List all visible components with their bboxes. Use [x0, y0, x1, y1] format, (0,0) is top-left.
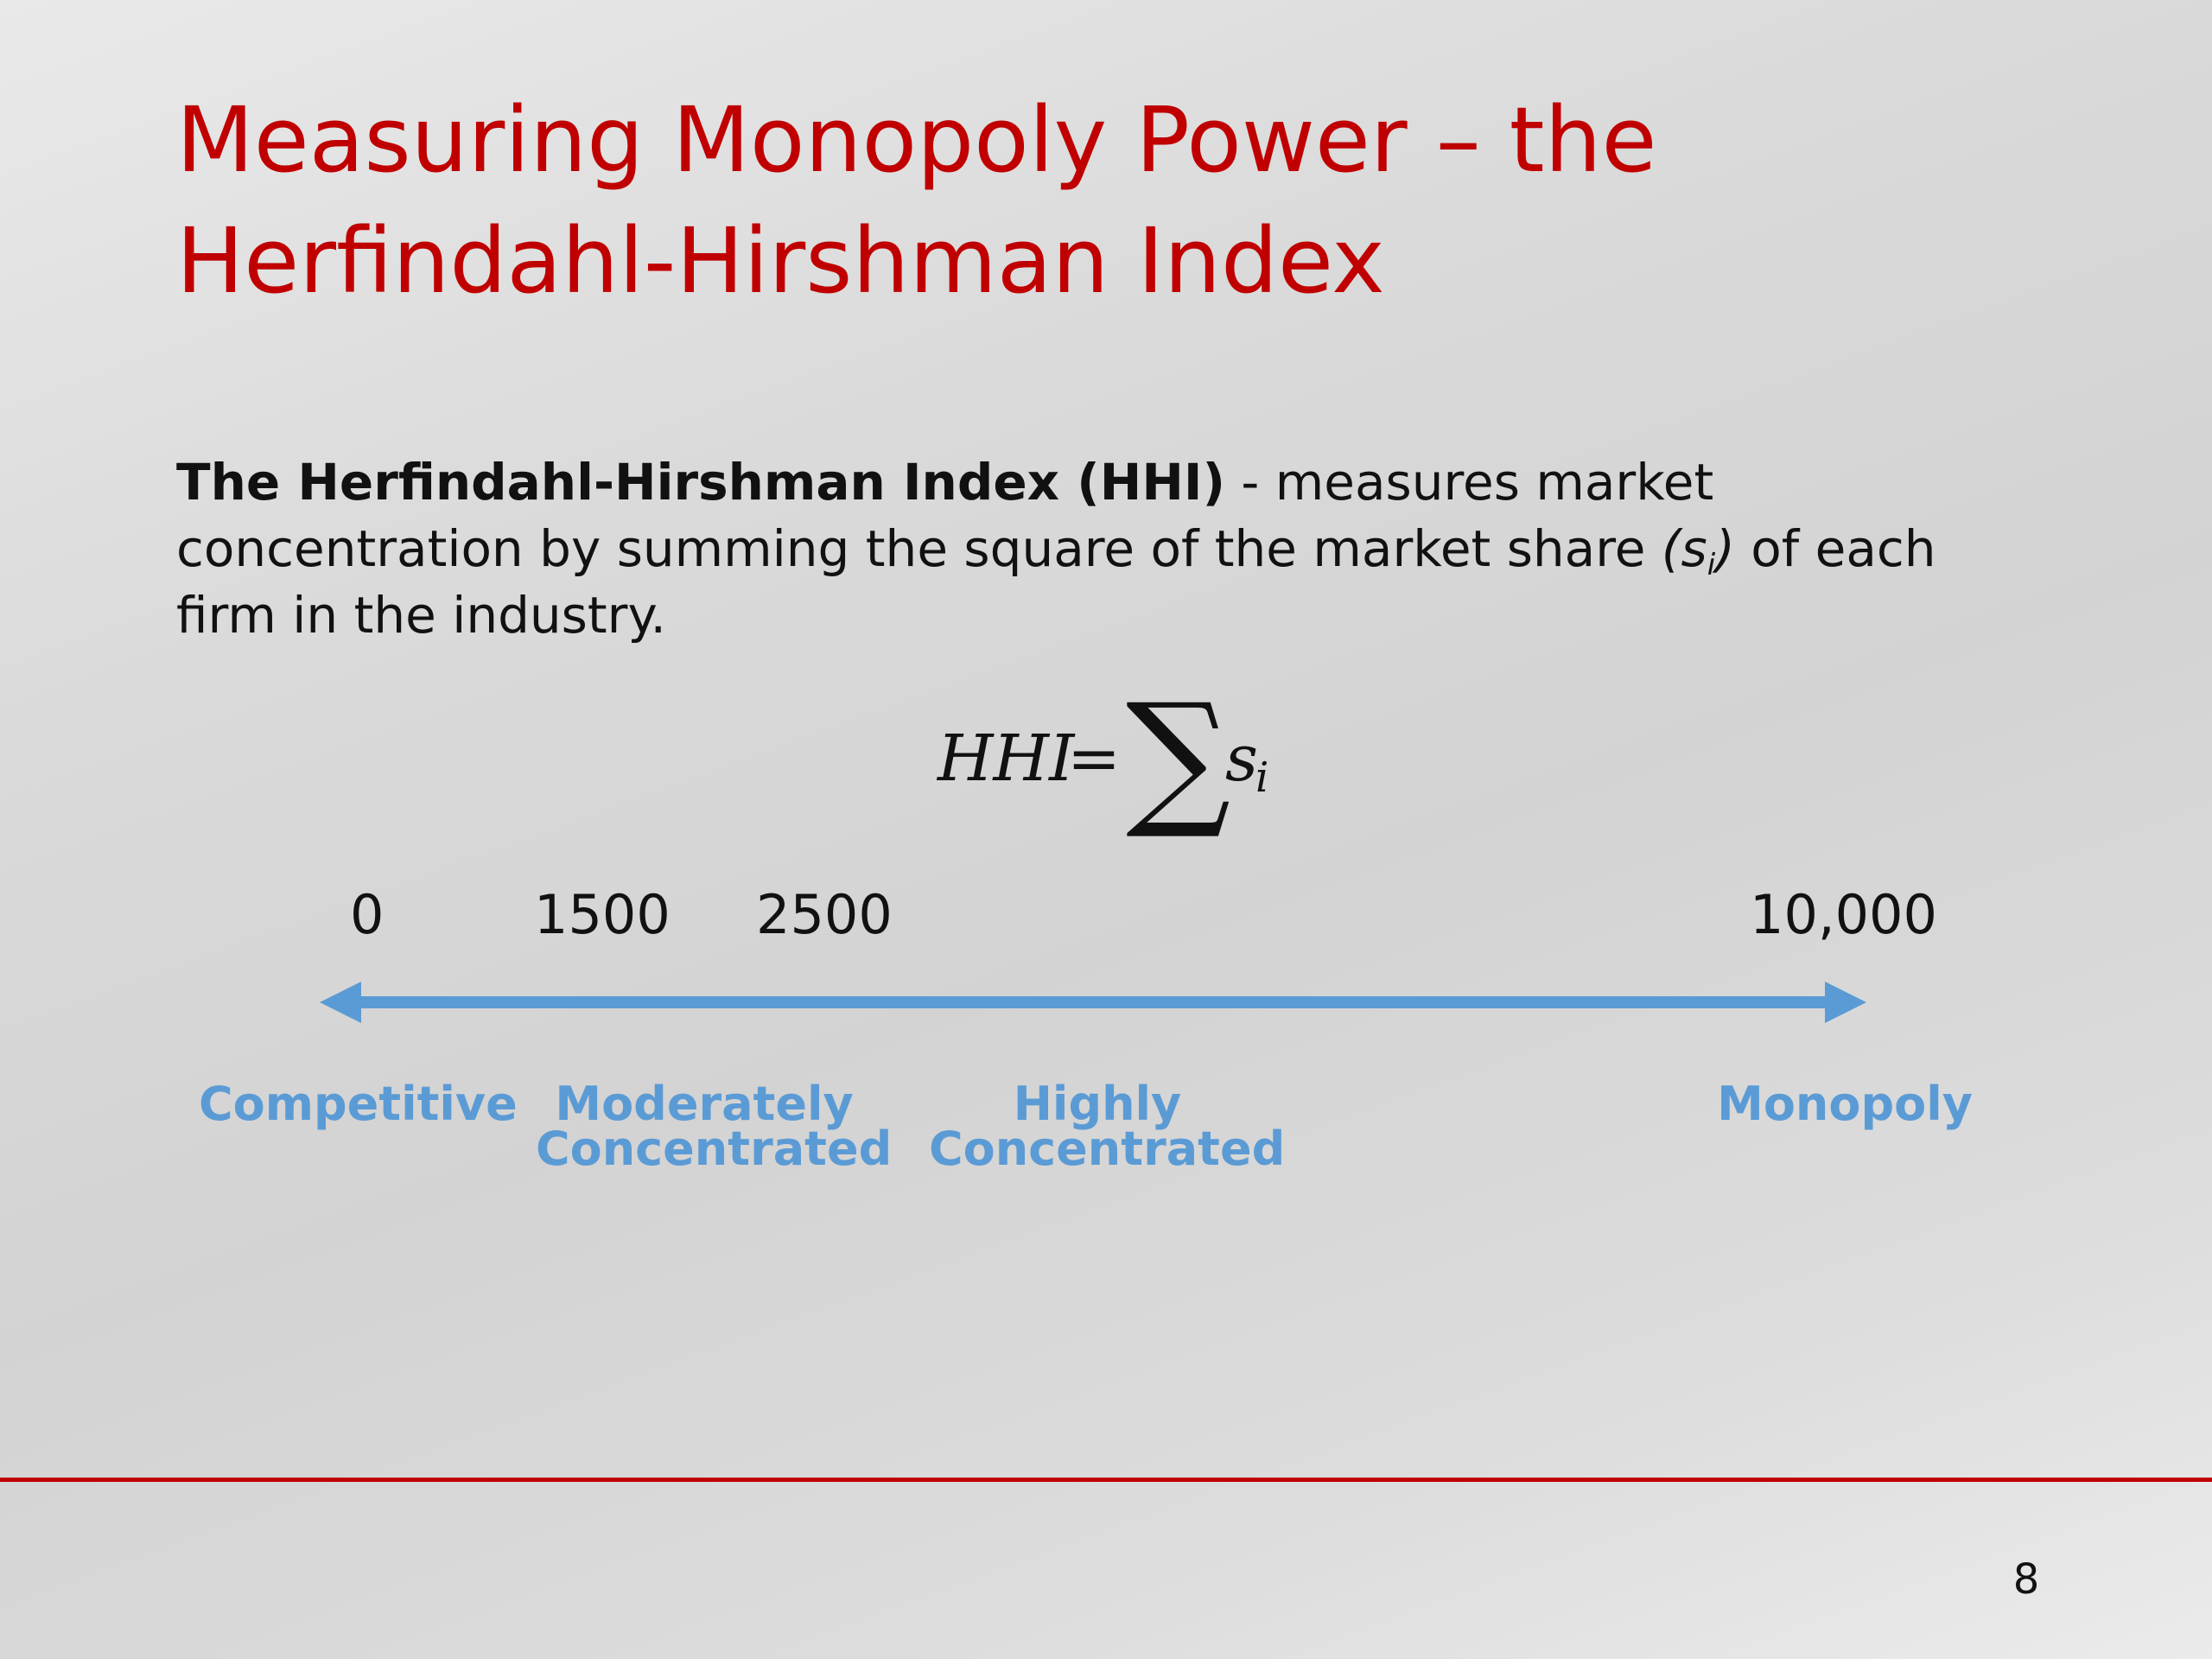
label-highly-concentrated: Highly Concentrated [929, 1077, 1286, 1176]
hhi-definition: The Herfindahl-Hirshman Index (HHI) - me… [176, 449, 2025, 649]
market-share-open: (s [1661, 519, 1707, 578]
title-line-1: Measuring Monopoly Power – the [176, 87, 1657, 193]
label-competitive-text: Competitive [199, 1077, 518, 1131]
label-moderately-concentrated: Moderately Concentrated [536, 1077, 893, 1176]
arrow-head-right [1825, 982, 1866, 1023]
formula-term: s [1225, 721, 1258, 796]
summation-symbol: ∑ [1126, 672, 1231, 843]
label-highly-line1: Highly [1013, 1077, 1182, 1131]
label-moderately-line1: Moderately [555, 1077, 854, 1131]
label-moderately-line2: Concentrated [536, 1122, 893, 1176]
tick-label-0: 0 [350, 883, 385, 946]
slide-title: Measuring Monopoly Power – the Herfindah… [176, 79, 2077, 321]
label-monopoly-text: Monopoly [1717, 1077, 1973, 1131]
definition-text-1: - measures market concentration by summi… [176, 453, 1714, 578]
tick-label-1500: 1500 [534, 883, 671, 946]
hhi-scale-arrow [320, 982, 1866, 1023]
formula-subscript: i [1255, 753, 1269, 802]
market-share-close: ) [1715, 519, 1735, 578]
definition-text-2: of each firm in the industry. [176, 519, 1936, 645]
arrow-head-left [320, 982, 361, 1023]
tick-label-2500: 2500 [756, 883, 893, 946]
formula-equals: = [1067, 721, 1122, 796]
page-number: 8 [2012, 1555, 2040, 1604]
market-share-symbol: (si) [1661, 519, 1735, 580]
footer-divider [0, 1478, 2212, 1482]
arrow-shaft [358, 996, 1828, 1008]
title-line-2: Herfindahl-Hirshman Index [176, 208, 1385, 314]
label-monopoly: Monopoly [1715, 1077, 1974, 1131]
formula-lhs: HHI [938, 721, 1075, 796]
tick-label-10000: 10,000 [1750, 883, 1937, 946]
label-highly-line2: Concentrated [929, 1122, 1286, 1176]
hhi-term: The Herfindahl-Hirshman Index (HHI) [176, 453, 1225, 512]
market-share-subscript: i [1707, 548, 1716, 582]
label-competitive: Competitive [199, 1077, 518, 1131]
